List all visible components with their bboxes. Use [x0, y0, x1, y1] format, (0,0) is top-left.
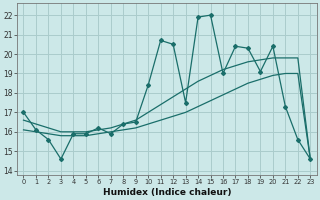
X-axis label: Humidex (Indice chaleur): Humidex (Indice chaleur) — [103, 188, 231, 197]
